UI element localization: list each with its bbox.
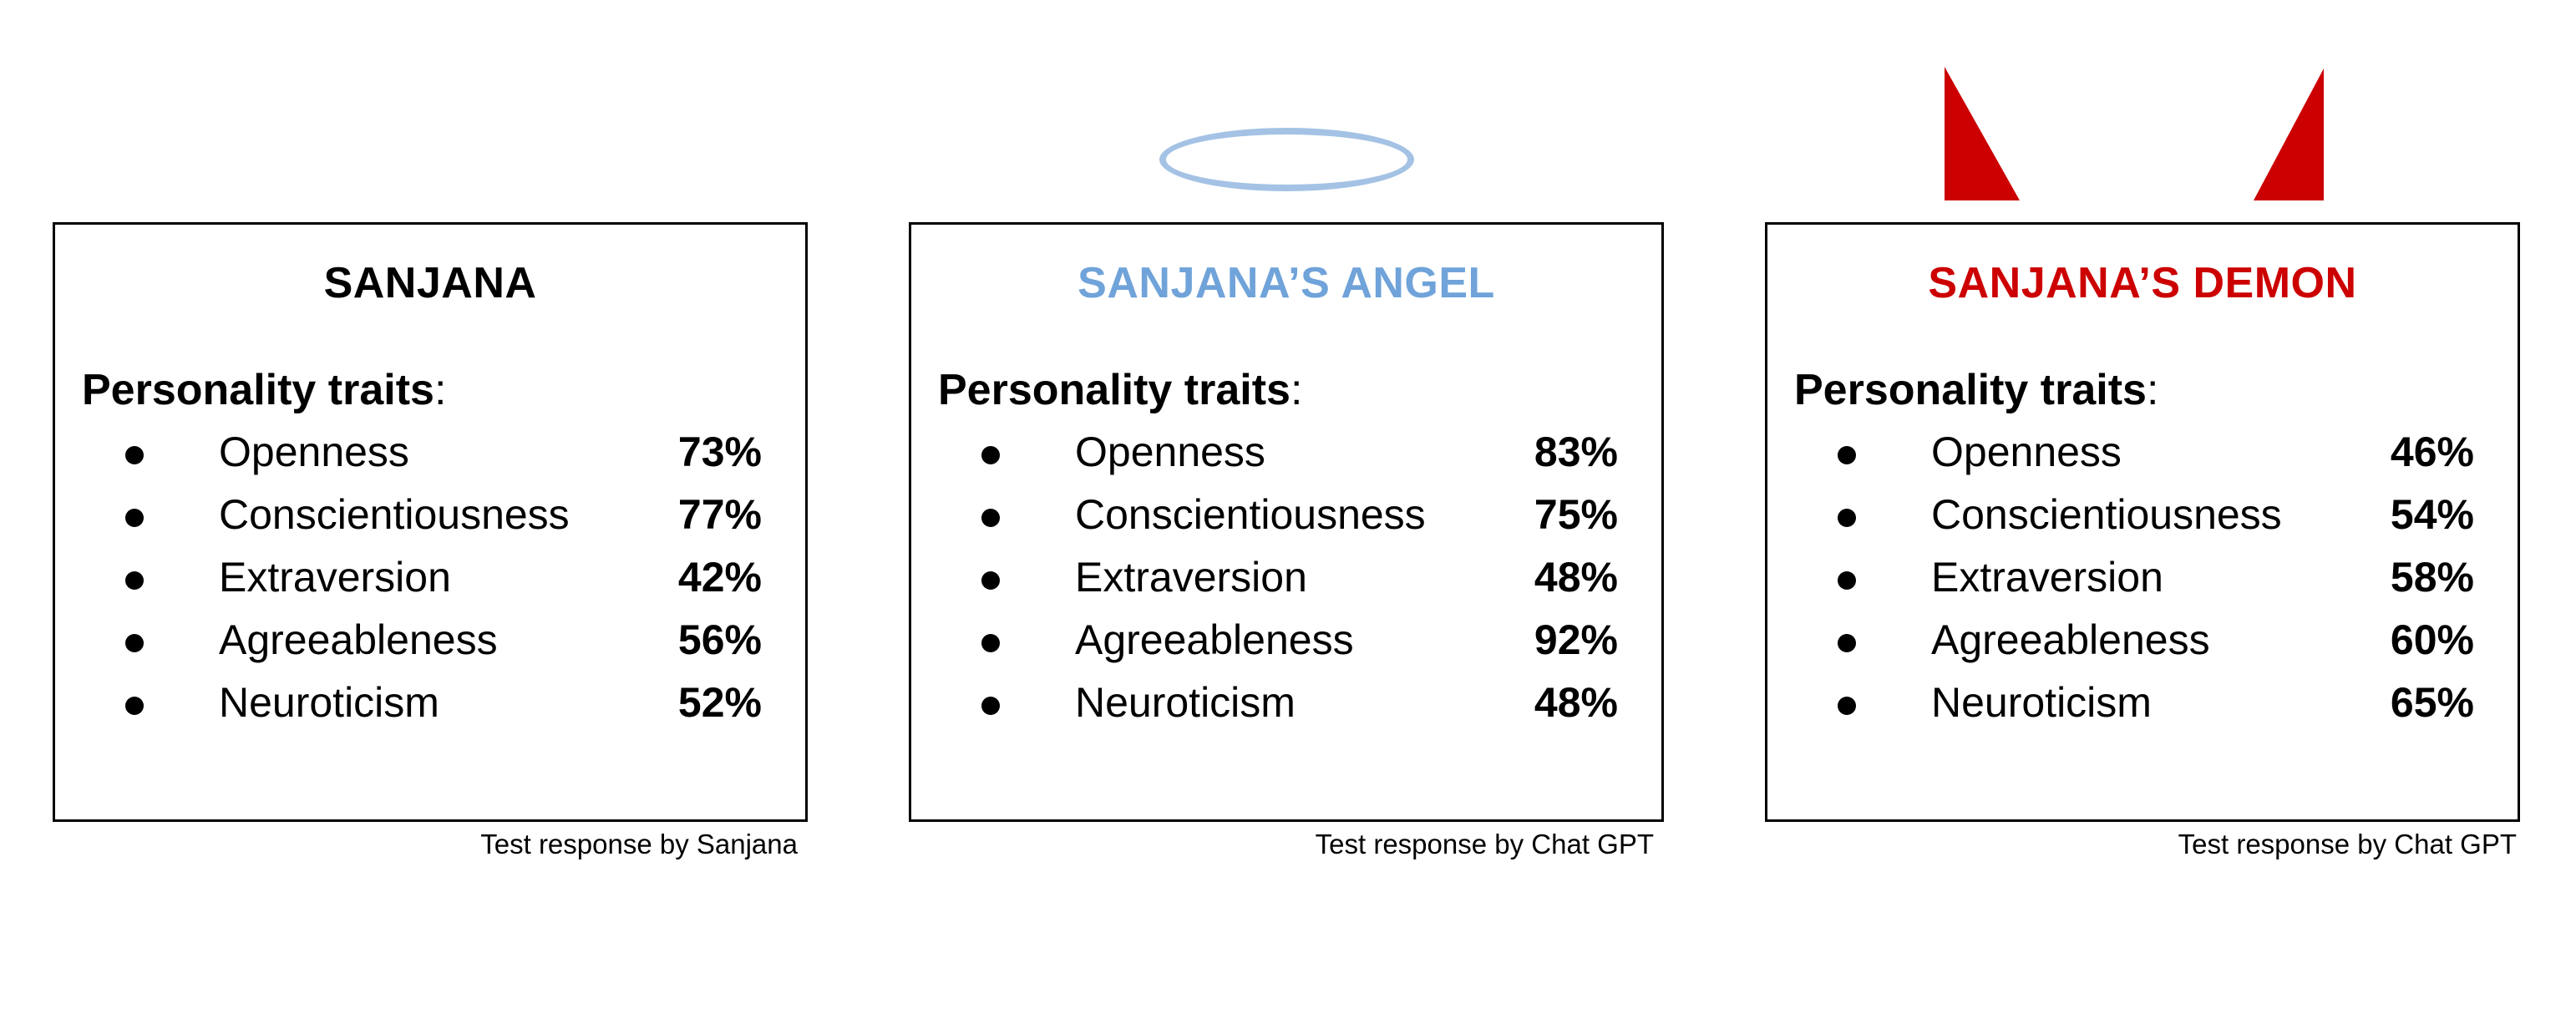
trait-value: 75%	[1534, 491, 1618, 538]
trait-value: 48%	[1534, 679, 1618, 726]
traits-heading-label: Personality traits	[1794, 366, 2147, 414]
trait-name: Conscientiousness	[219, 491, 570, 538]
angel-halo-icon	[1159, 128, 1414, 191]
trait-row: Agreeableness 60%	[1767, 616, 2518, 678]
traits-heading-colon: :	[434, 366, 447, 414]
trait-row: Openness 73%	[55, 428, 805, 490]
bullet-icon	[1838, 634, 1856, 652]
trait-row: Extraversion 58%	[1767, 553, 2518, 616]
bullet-icon	[981, 634, 1000, 652]
card-credit: Test response by Chat GPT	[2178, 829, 2517, 859]
card-credit: Test response by Sanjana	[480, 829, 798, 859]
trait-value: 48%	[1534, 554, 1618, 601]
trait-row: Openness 46%	[1767, 428, 2518, 490]
trait-name: Agreeableness	[1075, 616, 1354, 663]
bullet-icon	[981, 571, 1000, 590]
traits-heading-colon: :	[1290, 366, 1303, 414]
bullet-icon	[125, 634, 144, 652]
trait-name: Neuroticism	[1075, 679, 1296, 726]
trait-name: Openness	[219, 428, 409, 475]
trait-value: 83%	[1534, 428, 1618, 475]
trait-name: Neuroticism	[1931, 679, 2152, 726]
trait-name: Agreeableness	[219, 616, 498, 663]
trait-row: Conscientiousness 75%	[911, 490, 1661, 553]
trait-row: Conscientiousness 54%	[1767, 490, 2518, 553]
trait-name: Conscientiousness	[1931, 491, 2282, 538]
card-title: SANJANA	[323, 259, 537, 307]
bullet-icon	[981, 509, 1000, 527]
trait-name: Openness	[1075, 428, 1265, 475]
trait-row: Neuroticism 52%	[55, 678, 805, 741]
trait-name: Extraversion	[1931, 554, 2163, 601]
bullet-icon	[125, 509, 144, 527]
traits-heading: Personality traits:	[1794, 365, 2158, 415]
trait-row: Openness 83%	[911, 428, 1661, 490]
trait-name: Extraversion	[219, 554, 451, 601]
trait-name: Openness	[1931, 428, 2122, 475]
trait-value: 52%	[677, 679, 762, 726]
trait-value: 60%	[2390, 616, 2474, 663]
trait-row: Agreeableness 92%	[911, 616, 1661, 678]
card-title: SANJANA’S DEMON	[1928, 259, 2357, 307]
traits-heading: Personality traits:	[938, 365, 1302, 415]
trait-name: Neuroticism	[219, 679, 439, 726]
bullet-icon	[981, 697, 1000, 715]
trait-value: 56%	[677, 616, 762, 663]
trait-value: 65%	[2390, 679, 2474, 726]
bullet-icon	[1838, 446, 1856, 464]
trait-value: 58%	[2390, 554, 2474, 601]
card-demon: SANJANA’S DEMON Personality traits: Open…	[1765, 222, 2520, 822]
bullet-icon	[125, 446, 144, 464]
trait-row: Neuroticism 48%	[911, 678, 1661, 741]
trait-row: Extraversion 42%	[55, 553, 805, 616]
trait-value: 73%	[677, 428, 762, 475]
trait-value: 42%	[677, 554, 762, 601]
trait-row: Agreeableness 56%	[55, 616, 805, 678]
bullet-icon	[1838, 509, 1856, 527]
trait-value: 46%	[2390, 428, 2474, 475]
card-credit: Test response by Chat GPT	[1315, 829, 1654, 859]
bullet-icon	[1838, 571, 1856, 590]
bullet-icon	[981, 446, 1000, 464]
demon-horns-icon	[1945, 67, 2324, 200]
trait-name: Conscientiousness	[1075, 491, 1426, 538]
trait-row: Neuroticism 65%	[1767, 678, 2518, 741]
bullet-icon	[125, 697, 144, 715]
trait-name: Extraversion	[1075, 554, 1307, 601]
trait-row: Extraversion 48%	[911, 553, 1661, 616]
traits-heading-colon: :	[2146, 366, 2159, 414]
traits-heading-label: Personality traits	[938, 366, 1291, 414]
trait-value: 77%	[677, 491, 762, 538]
trait-value: 92%	[1534, 616, 1618, 663]
card-angel: SANJANA’S ANGEL Personality traits: Open…	[909, 222, 1664, 822]
trait-value: 54%	[2390, 491, 2474, 538]
trait-name: Agreeableness	[1931, 616, 2210, 663]
left-horn-icon	[1945, 67, 2020, 200]
trait-row: Conscientiousness 77%	[55, 490, 805, 553]
card-sanjana: SANJANA Personality traits: Openness 73% …	[53, 222, 808, 822]
traits-heading: Personality traits:	[82, 365, 446, 415]
bullet-icon	[125, 571, 144, 590]
card-title: SANJANA’S ANGEL	[1078, 259, 1495, 307]
right-horn-icon	[2254, 68, 2324, 200]
bullet-icon	[1838, 697, 1856, 715]
traits-heading-label: Personality traits	[82, 366, 434, 414]
